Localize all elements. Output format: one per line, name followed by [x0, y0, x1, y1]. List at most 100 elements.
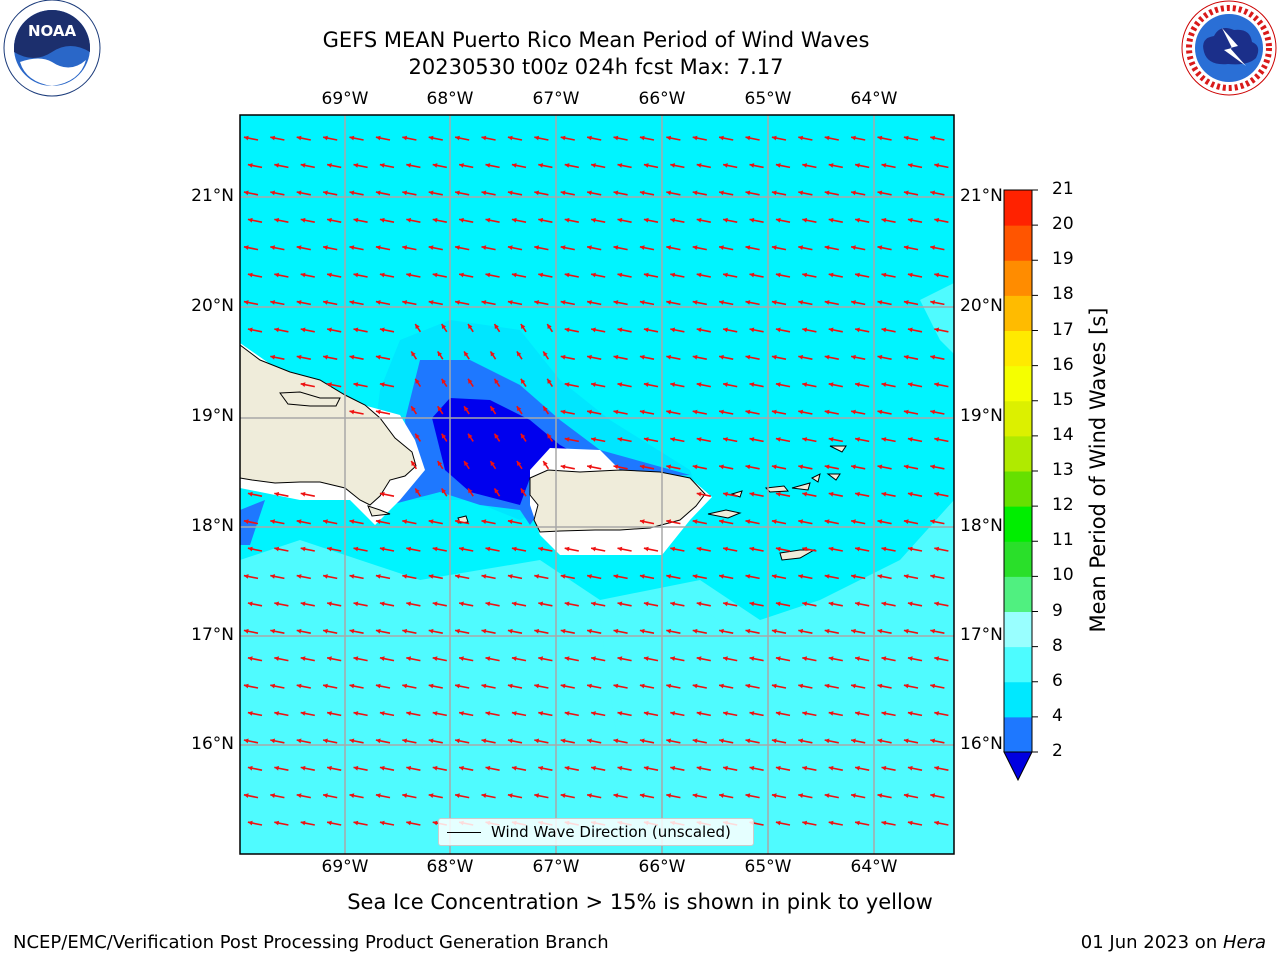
- wind-wave-arrow: [907, 327, 923, 333]
- wind-wave-arrow: [854, 765, 870, 771]
- wind-wave-arrow: [617, 327, 632, 333]
- wind-wave-arrow: [639, 245, 655, 251]
- wind-wave-arrow: [934, 601, 949, 607]
- wind-wave-arrow: [613, 300, 628, 306]
- wind-wave-arrow: [428, 793, 443, 799]
- wind-wave-arrow: [877, 245, 892, 251]
- wind-wave-arrow: [270, 793, 285, 799]
- wind-wave-arrow: [507, 190, 523, 196]
- colorbar-band: [1004, 225, 1032, 261]
- wind-wave-arrow: [775, 272, 791, 278]
- footer-credit: NCEP/EMC/Verification Post Processing Pr…: [13, 932, 609, 953]
- wind-wave-arrow: [722, 491, 738, 497]
- wind-wave-arrow: [326, 656, 342, 662]
- wind-wave-arrow: [511, 656, 527, 662]
- wind-wave-arrow: [639, 574, 655, 580]
- wind-wave-arrow: [507, 793, 523, 799]
- wind-wave-arrow: [274, 601, 289, 607]
- wind-wave-arrow: [639, 793, 655, 799]
- wind-wave-arrow: [274, 765, 289, 771]
- wind-wave-arrow: [454, 135, 470, 141]
- wind-wave-arrow: [493, 433, 501, 442]
- wind-wave-arrow: [692, 683, 707, 689]
- wind-wave-arrow: [243, 628, 259, 634]
- wind-wave-arrow: [798, 190, 813, 196]
- wind-wave-arrow: [613, 190, 628, 196]
- wind-wave-arrow: [802, 765, 817, 771]
- wind-wave-arrow: [428, 738, 443, 744]
- wind-wave-arrow: [903, 245, 919, 251]
- wind-wave-arrow: [586, 683, 602, 689]
- wind-wave-arrow: [745, 519, 760, 525]
- wind-wave-arrow: [349, 354, 364, 360]
- wind-wave-arrow: [613, 738, 628, 744]
- wind-wave-arrow: [520, 378, 527, 388]
- wind-wave-arrow: [247, 711, 263, 717]
- wind-wave-arrow: [643, 163, 659, 169]
- wind-wave-arrow: [696, 765, 711, 771]
- wind-wave-arrow: [375, 300, 391, 306]
- wind-wave-arrow: [930, 464, 945, 470]
- wind-wave-arrow: [481, 245, 496, 251]
- wind-wave-arrow: [722, 217, 738, 223]
- wind-wave-arrow: [828, 601, 843, 607]
- wind-wave-arrow: [402, 245, 417, 251]
- lon-label: 65°W: [744, 89, 792, 109]
- wind-wave-arrow: [696, 546, 711, 552]
- colorbar-tick-label: 4: [1052, 705, 1063, 726]
- wind-wave-arrow: [771, 190, 787, 196]
- wind-wave-arrow: [274, 491, 289, 497]
- colorbar: [1003, 189, 1038, 782]
- wind-wave-arrow: [877, 300, 892, 306]
- wind-wave-arrow: [322, 354, 338, 360]
- wind-wave-arrow: [666, 409, 681, 415]
- wind-wave-arrow: [670, 163, 685, 169]
- wind-wave-arrow: [802, 327, 817, 333]
- wind-wave-arrow: [538, 163, 553, 169]
- wind-wave-arrow: [934, 272, 949, 278]
- wind-wave-arrow: [379, 546, 395, 552]
- wind-wave-arrow: [613, 793, 628, 799]
- wind-wave-arrow: [617, 272, 632, 278]
- wind-wave-arrow: [877, 519, 892, 525]
- wind-wave-arrow: [546, 433, 554, 442]
- lon-label: 68°W: [426, 857, 474, 877]
- wind-wave-arrow: [560, 574, 575, 580]
- wind-wave-arrow: [441, 433, 448, 442]
- wind-wave-arrow: [722, 601, 738, 607]
- wind-wave-arrow: [542, 460, 550, 470]
- wind-wave-arrow: [375, 409, 391, 415]
- wind-wave-arrow: [722, 437, 738, 443]
- wind-wave-arrow: [243, 300, 259, 306]
- wind-wave-arrow: [854, 601, 870, 607]
- wind-wave-arrow: [402, 793, 417, 799]
- wind-wave-arrow: [270, 628, 285, 634]
- period-under-2-region: [432, 398, 660, 505]
- wind-wave-arrow: [718, 683, 734, 689]
- wind-wave-arrow: [322, 519, 338, 525]
- colorbar-tick-label: 14: [1052, 424, 1074, 445]
- wind-wave-arrow: [458, 272, 474, 278]
- colorbar-tick-label: 11: [1052, 530, 1074, 551]
- wind-wave-arrow: [802, 820, 817, 826]
- wind-wave-arrow: [353, 656, 368, 662]
- lat-label: 21°N: [191, 186, 234, 206]
- wind-wave-arrow: [771, 574, 787, 580]
- wind-wave-arrow: [749, 491, 764, 497]
- wind-wave-arrow: [850, 519, 866, 525]
- wind-wave-arrow: [534, 190, 549, 196]
- colorbar-band: [1004, 435, 1032, 472]
- wind-wave-arrow: [406, 656, 421, 662]
- wind-wave-arrow: [881, 491, 896, 497]
- wind-wave-arrow: [639, 300, 655, 306]
- wind-wave-arrow: [771, 793, 787, 799]
- wind-wave-arrow: [375, 519, 391, 525]
- colorbar-tick-label: 13: [1052, 460, 1074, 480]
- wind-wave-arrow: [934, 382, 949, 388]
- wind-wave-arrow: [349, 135, 364, 141]
- wind-wave-arrow: [824, 628, 839, 634]
- wind-wave-arrow: [586, 190, 602, 196]
- wind-wave-arrow: [414, 433, 422, 442]
- wind-wave-arrow: [666, 793, 681, 799]
- wind-wave-arrow: [617, 711, 632, 717]
